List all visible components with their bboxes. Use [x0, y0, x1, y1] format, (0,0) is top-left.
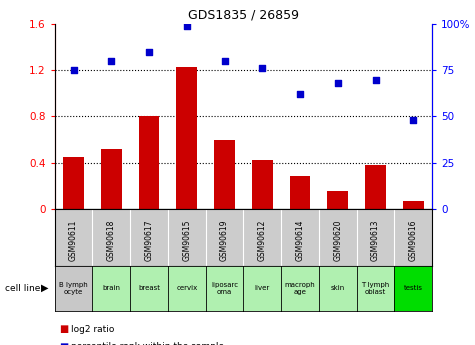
Bar	[176, 67, 197, 209]
Text: ■: ■	[59, 342, 68, 345]
Text: GSM90614: GSM90614	[295, 220, 304, 261]
Point	[107, 58, 115, 64]
Title: GDS1835 / 26859: GDS1835 / 26859	[188, 9, 299, 22]
Text: GSM90615: GSM90615	[182, 220, 191, 261]
Point	[183, 23, 190, 29]
Text: breast: breast	[138, 285, 160, 291]
Text: GSM90616: GSM90616	[409, 220, 418, 261]
Text: GSM90612: GSM90612	[258, 220, 267, 261]
Text: brain: brain	[102, 285, 120, 291]
Text: cell line: cell line	[5, 284, 40, 293]
Text: T lymph
oblast: T lymph oblast	[361, 282, 390, 295]
Point	[70, 68, 77, 73]
Text: skin: skin	[331, 285, 345, 291]
Text: B lymph
ocyte: B lymph ocyte	[59, 282, 88, 295]
Point	[258, 66, 266, 71]
Text: GSM90617: GSM90617	[144, 220, 153, 261]
Bar	[290, 176, 311, 209]
Text: cervix: cervix	[176, 285, 198, 291]
Text: GSM90618: GSM90618	[107, 220, 116, 261]
Text: testis: testis	[404, 285, 423, 291]
Text: macroph
age: macroph age	[285, 282, 315, 295]
Point	[221, 58, 228, 64]
Point	[372, 77, 380, 82]
Text: GSM90613: GSM90613	[371, 220, 380, 261]
Text: ■: ■	[59, 325, 68, 334]
Text: liver: liver	[255, 285, 270, 291]
Bar	[365, 165, 386, 209]
Bar	[214, 139, 235, 209]
Text: GSM90620: GSM90620	[333, 220, 342, 261]
Text: GSM90611: GSM90611	[69, 220, 78, 261]
Point	[296, 91, 304, 97]
Bar	[139, 116, 160, 209]
Bar	[63, 157, 84, 209]
Bar	[101, 149, 122, 209]
Point	[334, 80, 342, 86]
Text: liposarc
oma: liposarc oma	[211, 282, 238, 295]
Bar	[403, 201, 424, 209]
Bar	[327, 191, 348, 209]
Text: GSM90619: GSM90619	[220, 220, 229, 261]
Point	[145, 49, 153, 55]
Bar	[252, 160, 273, 209]
Point	[409, 117, 417, 123]
Text: percentile rank within the sample: percentile rank within the sample	[71, 342, 224, 345]
Text: log2 ratio: log2 ratio	[71, 325, 114, 334]
Text: ▶: ▶	[41, 283, 49, 293]
